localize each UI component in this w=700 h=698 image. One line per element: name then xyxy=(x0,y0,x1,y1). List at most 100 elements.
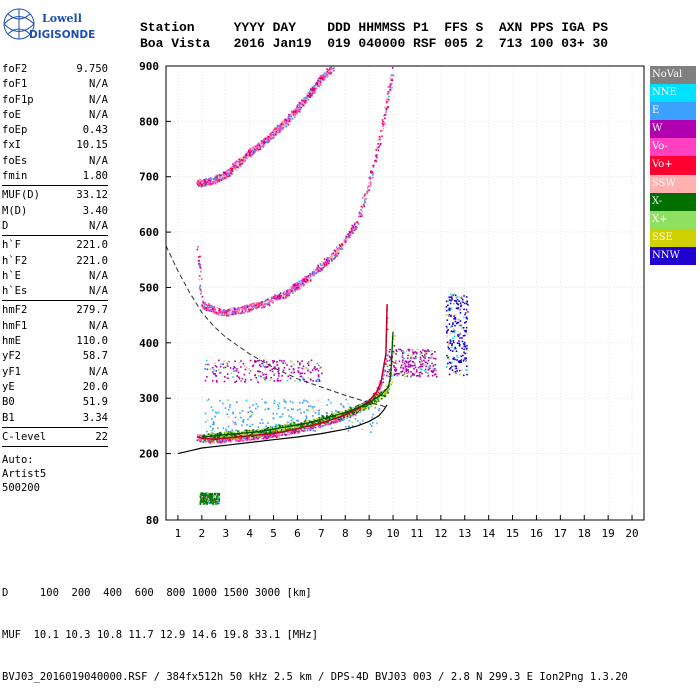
spread-point xyxy=(458,342,460,345)
spread-point xyxy=(454,299,456,302)
spread-point xyxy=(223,360,225,363)
spread-point xyxy=(336,415,338,417)
spread-point xyxy=(245,399,248,402)
echo-point xyxy=(244,431,246,433)
echo-point xyxy=(244,158,246,161)
spread-point xyxy=(299,361,302,364)
spread-point xyxy=(462,335,465,337)
echo-point xyxy=(316,271,319,274)
echo-point xyxy=(211,441,213,444)
echo-point xyxy=(212,442,215,444)
echo-point xyxy=(233,435,236,437)
echo-point xyxy=(230,170,232,173)
echo-point xyxy=(199,182,202,185)
echo-point xyxy=(317,421,320,424)
echo-point xyxy=(277,298,279,300)
param-row: hmF2 279.7 xyxy=(2,303,108,318)
echo-point xyxy=(274,130,276,132)
spread-point xyxy=(283,407,286,409)
echo-point xyxy=(233,431,236,434)
spread-point xyxy=(464,358,466,361)
echo-point xyxy=(251,147,254,150)
spread-point xyxy=(215,370,218,372)
echo-point xyxy=(230,439,233,441)
echo-point xyxy=(218,310,220,312)
spread-point xyxy=(217,427,219,429)
echo-point xyxy=(317,425,320,427)
spread-point xyxy=(277,372,280,375)
spread-point xyxy=(286,364,288,366)
spread-point xyxy=(409,360,412,362)
spread-point xyxy=(297,370,299,372)
echo-point xyxy=(295,108,297,110)
spread-point xyxy=(445,305,448,308)
echo-point xyxy=(218,174,221,176)
echo-point xyxy=(250,436,252,439)
echo-point xyxy=(383,389,385,392)
echo-point xyxy=(209,433,212,435)
echo-point xyxy=(311,86,314,88)
echo-point xyxy=(284,124,286,126)
echo-point xyxy=(217,441,219,444)
echo-point xyxy=(292,114,295,116)
spread-point xyxy=(256,405,259,408)
echo-point xyxy=(307,424,310,427)
echo-point xyxy=(236,312,239,315)
echo-point xyxy=(341,414,343,417)
echo-point xyxy=(256,145,258,147)
echo-point xyxy=(266,427,269,429)
spread-point xyxy=(399,371,402,373)
echo-point xyxy=(246,156,249,159)
spread-point xyxy=(391,375,393,377)
echo-point xyxy=(307,94,309,97)
spread-point xyxy=(411,348,414,351)
spread-point xyxy=(448,309,451,312)
y-tick-label: 300 xyxy=(139,392,159,405)
spread-point xyxy=(225,430,228,432)
echo-point xyxy=(222,313,225,315)
spread-point xyxy=(236,376,239,378)
echo-point xyxy=(252,437,254,440)
echo-point xyxy=(282,127,285,129)
spread-point xyxy=(394,370,397,372)
spread-point xyxy=(376,422,378,425)
echo-point xyxy=(298,430,301,433)
echo-point xyxy=(312,424,315,427)
spread-point xyxy=(453,371,455,373)
echo-point xyxy=(208,179,211,182)
echo-point xyxy=(216,312,219,315)
echo-point xyxy=(318,77,320,80)
echo-point xyxy=(332,412,335,415)
spread-point xyxy=(203,493,205,495)
echo-point xyxy=(239,438,241,440)
echo-point xyxy=(314,271,317,274)
spread-point xyxy=(216,496,218,498)
echo-point xyxy=(206,433,209,436)
echo-point xyxy=(255,430,258,432)
spread-point xyxy=(330,410,333,413)
echo-point xyxy=(364,401,366,404)
echo-point xyxy=(232,438,235,441)
echo-point xyxy=(386,317,389,319)
echo-point xyxy=(286,294,288,297)
spread-point xyxy=(456,359,458,361)
echo-point xyxy=(207,439,210,442)
echo-point xyxy=(245,439,247,441)
model-curves xyxy=(165,245,394,455)
spread-point xyxy=(432,368,435,370)
echo-point xyxy=(251,153,254,155)
echo-point xyxy=(224,440,226,442)
echo-point xyxy=(218,177,220,179)
echo-point xyxy=(306,96,308,98)
echo-point xyxy=(230,314,232,317)
echo-point xyxy=(286,290,289,293)
echo-point xyxy=(309,427,312,429)
spread-point xyxy=(199,495,202,498)
echo-point xyxy=(345,417,348,419)
spread-point xyxy=(210,494,212,497)
spread-point xyxy=(466,332,468,335)
echo-point xyxy=(252,152,254,155)
echo-point xyxy=(358,211,361,214)
spread-point xyxy=(447,345,449,348)
spread-point xyxy=(434,358,437,360)
